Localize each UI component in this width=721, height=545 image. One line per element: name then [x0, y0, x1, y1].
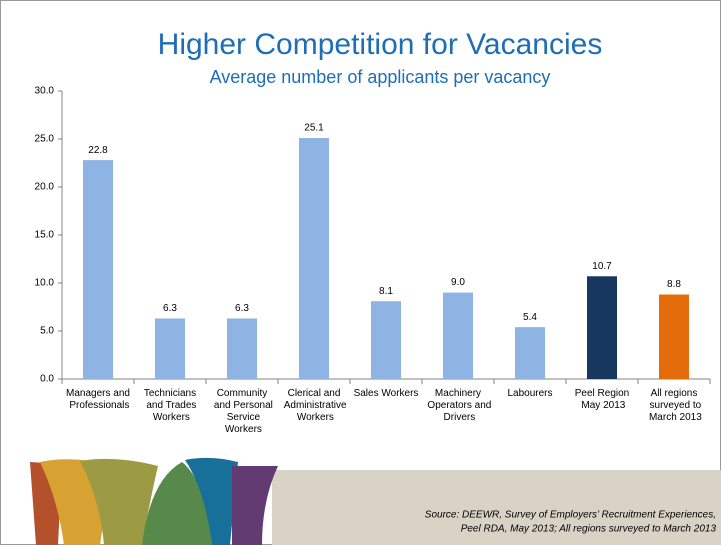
x-tick-label: Sales Workers [354, 388, 419, 399]
x-tick-label: Technicians and Trades Workers [144, 388, 197, 423]
y-tick-label: 0.0 [40, 374, 54, 385]
bar [443, 292, 473, 379]
y-tick-label: 15.0 [35, 230, 55, 241]
x-tick-label: All regions surveyed to March 2013 [646, 388, 702, 423]
value-label: 10.7 [592, 261, 612, 272]
bar [515, 327, 545, 379]
value-label: 6.3 [163, 303, 177, 314]
deco-shape [185, 457, 238, 545]
y-tick-label: 30.0 [35, 86, 55, 97]
chart-subtitle: Average number of applicants per vacancy [210, 67, 551, 87]
x-tick-label: Managers and Professionals [66, 388, 130, 411]
x-tick-label: Clerical and Administrative Workers [281, 388, 346, 423]
deco-shape [80, 458, 158, 545]
bar [659, 294, 689, 379]
source-note: Source: DEEWR, Survey of Employers’ Recr… [425, 510, 716, 521]
bar [83, 160, 113, 379]
x-tick-label: Community and Personal Service Workers [211, 388, 273, 435]
value-label: 25.1 [304, 123, 324, 134]
value-label: 8.1 [379, 286, 393, 297]
y-tick-label: 25.0 [35, 134, 55, 145]
value-label: 9.0 [451, 277, 465, 288]
x-tick-label: Machinery Operators and Drivers [425, 388, 492, 423]
bar [155, 318, 185, 379]
y-tick-label: 20.0 [35, 182, 55, 193]
deco-shape [142, 462, 212, 545]
deco-shape [232, 466, 278, 545]
x-tick-label: Peel Region May 2013 [575, 388, 629, 411]
x-tick-label: Labourers [507, 388, 552, 399]
bar [371, 301, 401, 379]
bar [299, 138, 329, 379]
footer-band [272, 470, 721, 545]
y-tick-label: 5.0 [40, 326, 54, 337]
bar [227, 318, 257, 379]
value-label: 22.8 [88, 145, 108, 156]
bar [587, 276, 617, 379]
value-label: 5.4 [523, 312, 537, 323]
footer-decoration [30, 457, 721, 545]
value-label: 6.3 [235, 303, 249, 314]
chart-title: Higher Competition for Vacancies [158, 28, 603, 61]
source-note: Peel RDA, May 2013; All regions surveyed… [461, 524, 717, 535]
value-label: 8.8 [667, 279, 681, 290]
y-tick-label: 10.0 [35, 278, 55, 289]
